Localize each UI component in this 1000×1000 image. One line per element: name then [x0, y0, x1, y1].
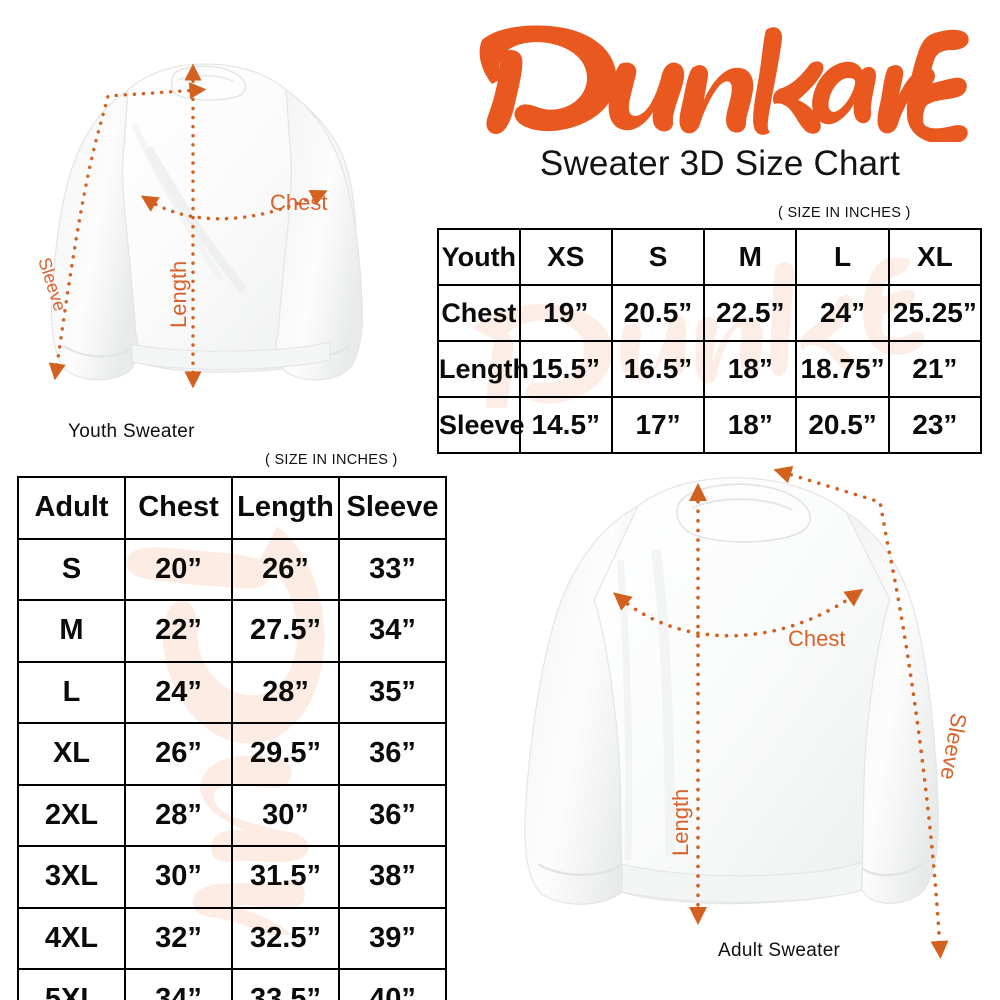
table-row: Sleeve 14.5” 17” 18” 20.5” 23”: [437, 396, 983, 454]
row-header: 2XL: [17, 783, 126, 847]
youth-size-table: Youth XS S M L XL Chest 19” 20.5” 22.5” 24” 25.25” L…: [437, 228, 983, 454]
row-header: Length: [437, 340, 529, 398]
table-cell: 20.5”: [610, 284, 706, 342]
column-header: XL: [887, 228, 983, 286]
table-row: S 20” 26” 33”: [17, 537, 447, 601]
table-cell: 18”: [703, 340, 798, 398]
table-header-row: Adult Chest Length Sleeve: [17, 476, 447, 540]
table-cell: 39”: [338, 906, 447, 970]
column-header: Sleeve: [338, 476, 447, 540]
table-cell: 22”: [124, 599, 233, 663]
adult-table-body: Adult Chest Length Sleeve S 20” 26” 33” M 22” 27.5…: [17, 476, 447, 1000]
youth-sweater-svg: Length Chest Sleeve: [34, 63, 364, 389]
table-cell: 20”: [124, 537, 233, 601]
chest-label: Chest: [788, 626, 845, 651]
adult-sweater-caption: Adult Sweater: [718, 940, 841, 961]
length-label: Length: [166, 261, 191, 328]
table-cell: 32.5”: [231, 906, 340, 970]
sleeve-label: Sleeve: [935, 711, 971, 782]
table-row: Chest 19” 20.5” 22.5” 24” 25.25”: [437, 284, 983, 342]
adult-size-table: Adult Chest Length Sleeve S 20” 26” 33” M 22” 27.5…: [17, 476, 447, 1000]
row-header: M: [17, 599, 126, 663]
chest-measure-arrow: [613, 588, 864, 638]
page-title: Sweater 3D Size Chart: [539, 144, 901, 183]
youth-table-body: Youth XS S M L XL Chest 19” 20.5” 22.5” 24” 25.25” L…: [437, 228, 983, 454]
adult-sweater-illustration: Length Chest Sleeve: [470, 450, 1000, 1000]
table-row: 3XL 30” 31.5” 38”: [17, 845, 447, 909]
table-row: L 24” 28” 35”: [17, 660, 447, 724]
table-cell: 21”: [887, 340, 983, 398]
table-row: Length 15.5” 16.5” 18” 18.75” 21”: [437, 340, 983, 398]
table-cell: 31.5”: [231, 845, 340, 909]
table-cell: 26”: [231, 537, 340, 601]
column-header: Length: [231, 476, 340, 540]
table-cell: 16.5”: [610, 340, 706, 398]
table-cell: 18”: [703, 396, 798, 454]
row-header: XL: [17, 722, 126, 786]
table-cell: 22.5”: [703, 284, 798, 342]
row-header: 4XL: [17, 906, 126, 970]
table-cell: 32”: [124, 906, 233, 970]
table-header-row: Youth XS S M L XL: [437, 228, 983, 286]
table-cell: 30”: [124, 845, 233, 909]
brand-header: Sweater 3D Size Chart: [450, 12, 990, 184]
length-label: Length: [668, 789, 693, 856]
youth-size-unit-note: ( SIZE IN INCHES ): [778, 205, 911, 221]
column-header: L: [795, 228, 890, 286]
table-cell: 18.75”: [795, 340, 890, 398]
column-header: M: [703, 228, 798, 286]
chest-label: Chest: [270, 190, 327, 215]
table-cell: 36”: [338, 722, 447, 786]
table-cell: 30”: [231, 783, 340, 847]
table-cell: 28”: [231, 660, 340, 724]
row-header: 3XL: [17, 845, 126, 909]
table-cell: 40”: [338, 968, 447, 1000]
adult-sweater-svg: Length Chest Sleeve: [524, 466, 972, 959]
sleeve-measure-arrow: [773, 466, 949, 959]
table-cell: 28”: [124, 783, 233, 847]
table-cell: 36”: [338, 783, 447, 847]
table-row: 5XL 34” 33.5” 40”: [17, 968, 447, 1000]
row-header: S: [17, 537, 126, 601]
column-header: XS: [518, 228, 613, 286]
row-header: L: [17, 660, 126, 724]
table-corner-header: Adult: [17, 476, 126, 540]
table-cell: 34”: [338, 599, 447, 663]
table-cell: 34”: [124, 968, 233, 1000]
table-cell: 24”: [795, 284, 890, 342]
table-cell: 14.5”: [518, 396, 613, 454]
dunkare-logo: [479, 25, 969, 142]
table-cell: 26”: [124, 722, 233, 786]
row-header: 5XL: [17, 968, 126, 1000]
table-corner-header: Youth: [437, 228, 521, 286]
table-cell: 35”: [338, 660, 447, 724]
column-header: Chest: [124, 476, 233, 540]
column-header: S: [610, 228, 706, 286]
table-cell: 19”: [518, 284, 613, 342]
table-cell: 25.25”: [887, 284, 983, 342]
table-cell: 17”: [610, 396, 706, 454]
table-cell: 33”: [338, 537, 447, 601]
table-row: 2XL 28” 30” 36”: [17, 783, 447, 847]
row-header: Chest: [437, 284, 521, 342]
table-cell: 29.5”: [231, 722, 340, 786]
table-cell: 15.5”: [518, 340, 613, 398]
table-row: 4XL 32” 32.5” 39”: [17, 906, 447, 970]
table-cell: 20.5”: [795, 396, 890, 454]
youth-sweater-caption: Youth Sweater: [68, 421, 195, 442]
table-cell: 27.5”: [231, 599, 340, 663]
table-cell: 23”: [887, 396, 983, 454]
table-cell: 33.5”: [231, 968, 340, 1000]
youth-sweater-illustration: Length Chest Sleeve: [8, 28, 418, 448]
table-row: XL 26” 29.5” 36”: [17, 722, 447, 786]
row-header: Sleeve: [437, 396, 525, 454]
adult-size-unit-note: ( SIZE IN INCHES ): [265, 452, 398, 468]
table-row: M 22” 27.5” 34”: [17, 599, 447, 663]
table-cell: 24”: [124, 660, 233, 724]
table-cell: 38”: [338, 845, 447, 909]
